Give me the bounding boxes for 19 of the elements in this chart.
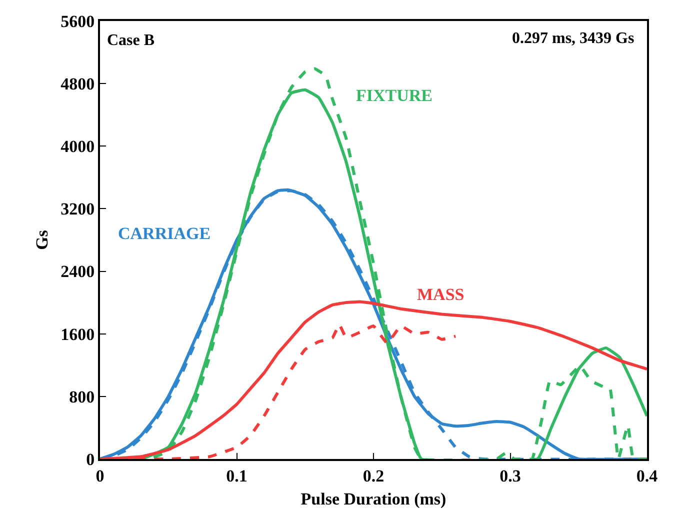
y-tick-label: 5600 [60, 12, 95, 31]
y-tick-label: 4800 [60, 74, 95, 94]
y-tick-label: 2400 [60, 262, 95, 282]
y-axis-title: Gs [32, 230, 52, 250]
annotation: FIXTURE [356, 86, 433, 105]
y-tick-label: 1600 [60, 324, 95, 344]
y-tick-label: 4000 [60, 137, 95, 156]
annotation: CARRIAGE [118, 224, 211, 243]
y-tick-label: 3200 [60, 200, 95, 219]
x-tick-label: 0.4 [636, 466, 658, 486]
x-tick-label: 0.3 [500, 466, 521, 486]
annotation: Case B [107, 32, 155, 49]
x-tick-label: 0.2 [362, 466, 384, 486]
annotation: 0.297 ms, 3439 Gs [512, 30, 634, 47]
y-tick-label: 0 [86, 450, 95, 469]
y-tick-label: 800 [69, 387, 95, 406]
annotation: MASS [417, 285, 464, 304]
x-tick-label: 0.1 [226, 466, 248, 486]
x-axis-title: Pulse Duration (ms) [300, 489, 446, 508]
